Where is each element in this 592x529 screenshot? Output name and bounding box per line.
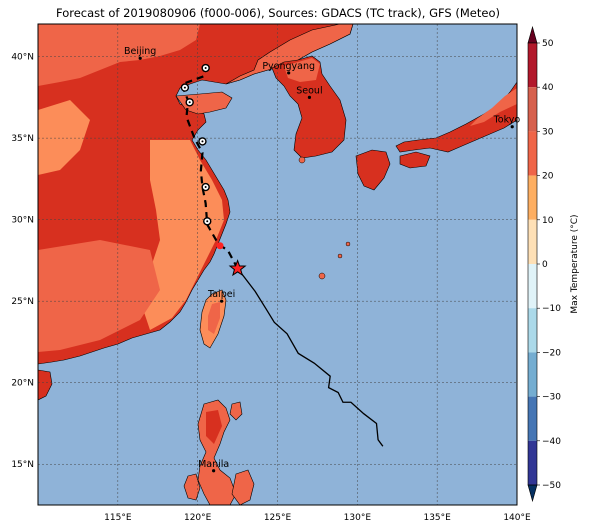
axis-labels: 115°E 120°E 125°E 130°E 135°E 140°E 40°N 35°N 30… [11, 53, 531, 523]
colorbar-segment [528, 352, 537, 397]
city-dot [138, 56, 142, 60]
city-dot [212, 469, 216, 473]
land-layer [38, 24, 517, 505]
lat-lon-grid [38, 24, 517, 505]
island-ryukyu-3 [345, 241, 351, 247]
land-shandong-peninsula [175, 91, 233, 115]
colorbar-label: Max Temperature (°C) [570, 214, 580, 313]
colorbar-extend-top [527, 25, 538, 44]
city-label: Beijing [124, 46, 156, 57]
colorbar-tick-label: −10 [542, 304, 561, 314]
land-warm-zone-west [38, 100, 90, 175]
land-warm-zone-north [38, 24, 200, 86]
colorbar-segment [528, 219, 537, 264]
city-label: Pyongyang [262, 61, 315, 72]
forecast-point-center [204, 67, 207, 70]
land-taiwan-core [208, 302, 220, 334]
land-liaodong [225, 24, 354, 85]
land-southwest-edge [38, 369, 53, 401]
colorbar-tick-label: 0 [542, 260, 548, 270]
colorbar-tick-label: −40 [542, 437, 561, 447]
land-korea-warm [284, 58, 320, 82]
map-title: Forecast of 2019080906 (f000-006), Sourc… [56, 6, 500, 20]
colorbar-segment [528, 308, 537, 353]
city-label: Taipei [207, 289, 235, 300]
colorbar-extend-bottom [527, 484, 538, 503]
island-ryukyu-1 [318, 272, 326, 280]
city-dot [510, 125, 514, 129]
land-japan-shikoku [399, 151, 431, 169]
colorbar-tick-label: 50 [542, 39, 554, 49]
forecast-point-center [188, 101, 191, 104]
land-korea [271, 55, 347, 159]
island-ryukyu-2 [337, 253, 343, 259]
forecast-point-center [201, 140, 204, 143]
land-japan-warm [470, 88, 517, 126]
forecast-point-center [206, 220, 209, 223]
colorbar: 50 40 30 20 10 0 −10 −20 −30 −40 −50 Max Temperatur… [527, 25, 580, 503]
plot-border [37, 23, 518, 506]
colorbar-tick-label: 40 [542, 83, 554, 93]
city-dot [307, 95, 312, 99]
colorbar-segment [528, 87, 537, 132]
lat-tick-label: 30°N [11, 216, 34, 226]
colorbar-segment [528, 43, 537, 88]
city-label: Tokyo [493, 115, 521, 126]
lat-tick-label: 35°N [11, 134, 34, 144]
colorbar-segment [528, 440, 537, 485]
lon-tick-label: 140°E [503, 513, 531, 523]
land-japan-kyushu [355, 149, 391, 191]
colorbar-tick-label: 30 [542, 127, 554, 137]
land-mindoro [183, 473, 201, 501]
lat-tick-label: 15°N [11, 460, 34, 470]
forecast-point-center [183, 86, 186, 89]
land-luzon-hot [206, 410, 222, 444]
lon-tick-label: 115°E [104, 513, 132, 523]
city-dot [287, 71, 291, 75]
land-catanduanes [229, 401, 243, 421]
city-label: Manila [198, 459, 229, 470]
lon-tick-label: 120°E [184, 513, 212, 523]
lat-tick-label: 25°N [11, 297, 34, 307]
city-dot [220, 299, 224, 303]
land-samar [231, 469, 255, 505]
storm-past-track [237, 268, 384, 447]
city-label: Seoul [296, 85, 322, 96]
lon-tick-label: 125°E [264, 513, 292, 523]
land-japan-honshu [395, 81, 517, 153]
land-warm-zone-south [38, 240, 160, 352]
storm-forecast-dot [216, 242, 224, 250]
colorbar-tick-label: −50 [542, 481, 561, 491]
storm-current-position-star [228, 259, 247, 277]
colorbar-tick-label: 10 [542, 216, 554, 226]
colorbar-segment [528, 131, 537, 176]
lon-tick-label: 130°E [344, 513, 372, 523]
colorbar-tick-label: −20 [542, 348, 561, 358]
storm-track [180, 63, 384, 447]
colorbar-segment [528, 175, 537, 220]
colorbar-tick-label: −30 [542, 393, 561, 403]
forecast-point-center [204, 186, 207, 189]
city-markers: Beijing Pyongyang Seoul Tokyo Taipei Manila [124, 46, 521, 473]
colorbar-segment [528, 264, 537, 309]
lat-tick-label: 20°N [11, 379, 34, 389]
island-jeju [298, 156, 306, 164]
lon-tick-label: 135°E [423, 513, 451, 523]
lat-tick-label: 40°N [11, 53, 34, 63]
colorbar-tick-label: 20 [542, 172, 554, 182]
colorbar-segment [528, 396, 537, 441]
